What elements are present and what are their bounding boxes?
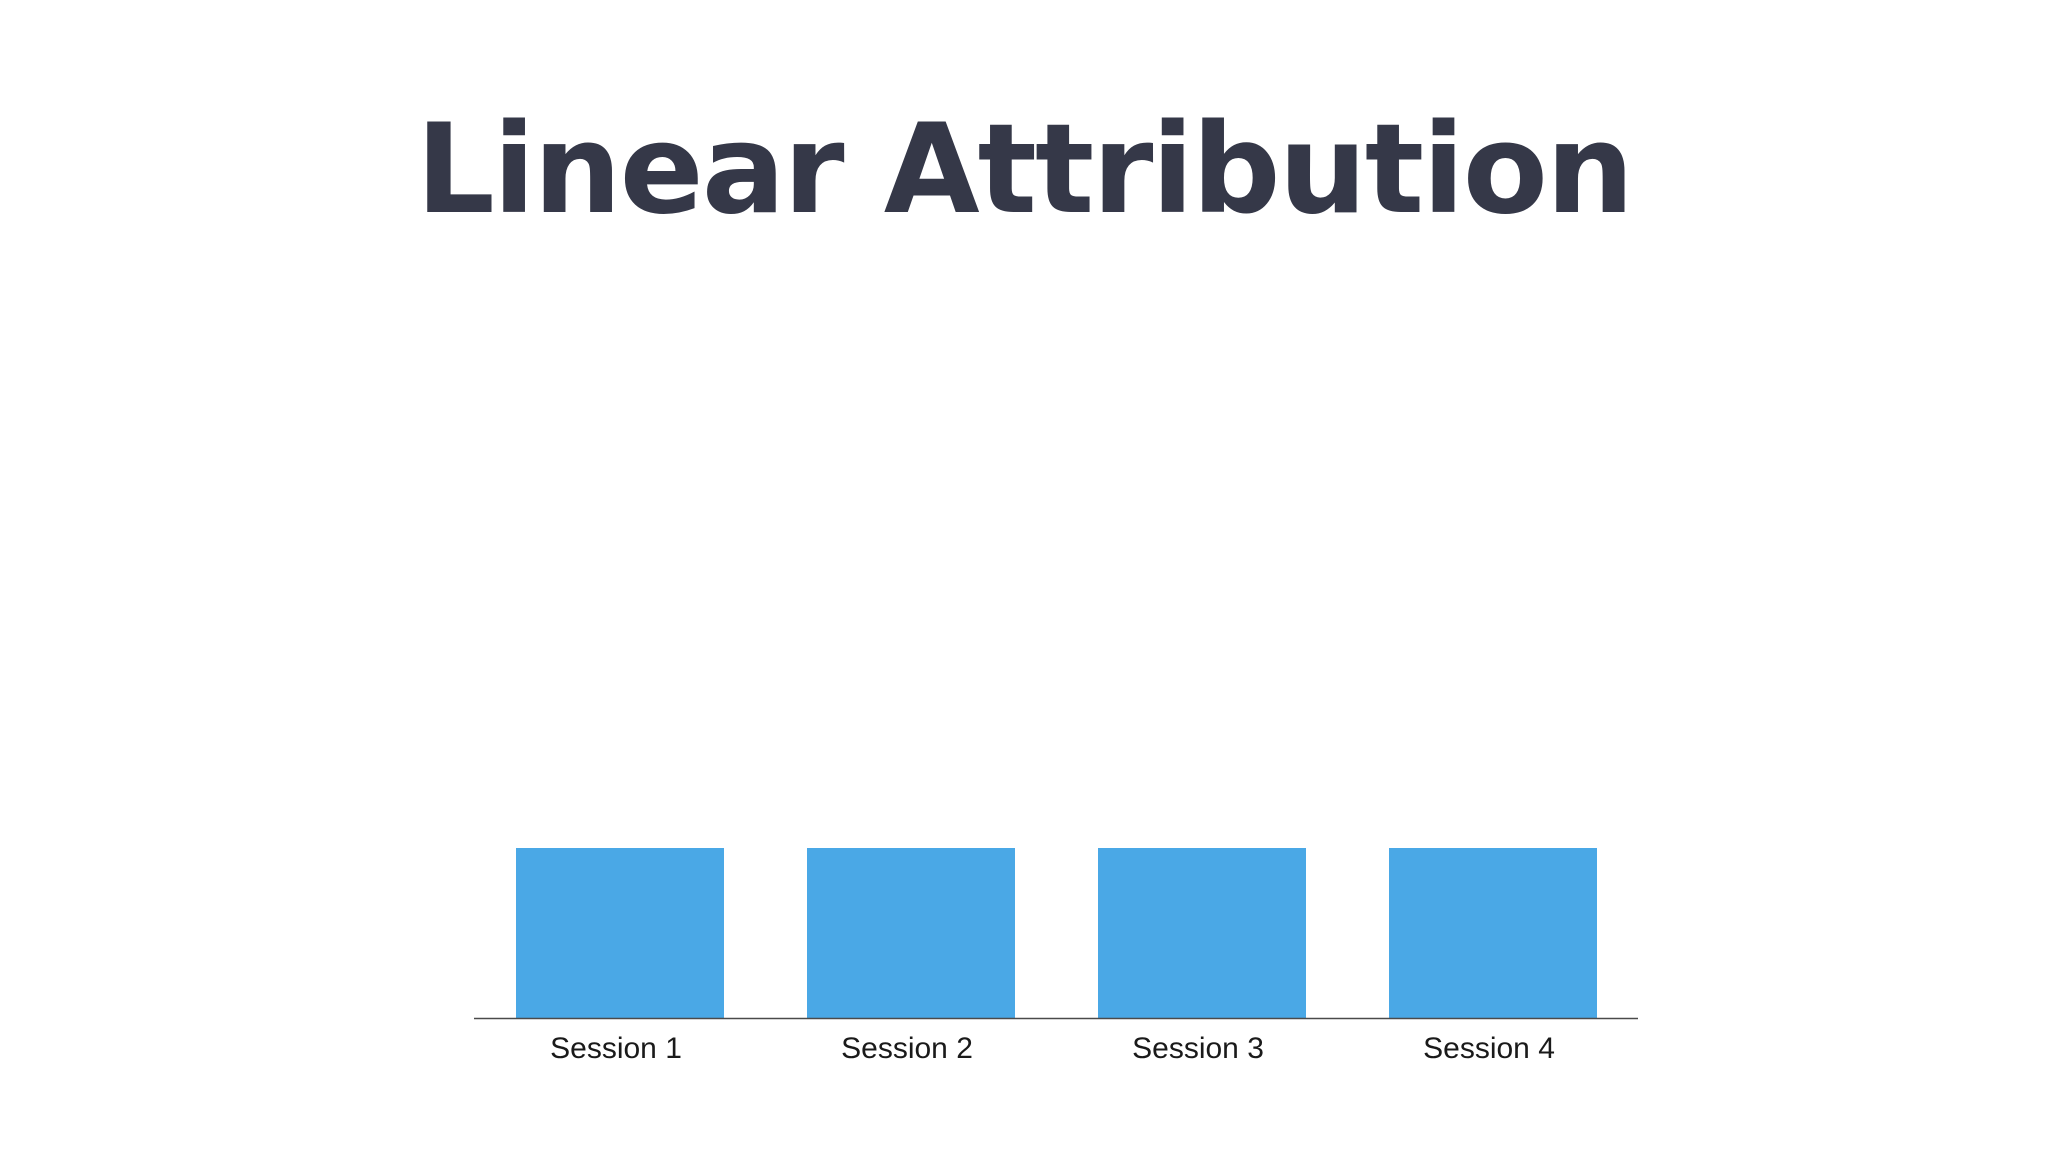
bar-3 (1098, 848, 1306, 1018)
x-tick-label: Session 2 (841, 1032, 973, 1065)
tick-label-group: Session 1 Session 2 Session 3 Session 4 (550, 1032, 1555, 1065)
x-tick-label: Session 3 (1132, 1032, 1264, 1065)
bar-1 (516, 848, 724, 1018)
x-tick-label: Session 1 (550, 1032, 682, 1065)
bar-group (516, 848, 1597, 1018)
bar-4 (1389, 848, 1597, 1018)
chart-title: Linear Attribution (415, 98, 1634, 242)
x-tick-label: Session 4 (1423, 1032, 1555, 1065)
bar-2 (807, 848, 1015, 1018)
